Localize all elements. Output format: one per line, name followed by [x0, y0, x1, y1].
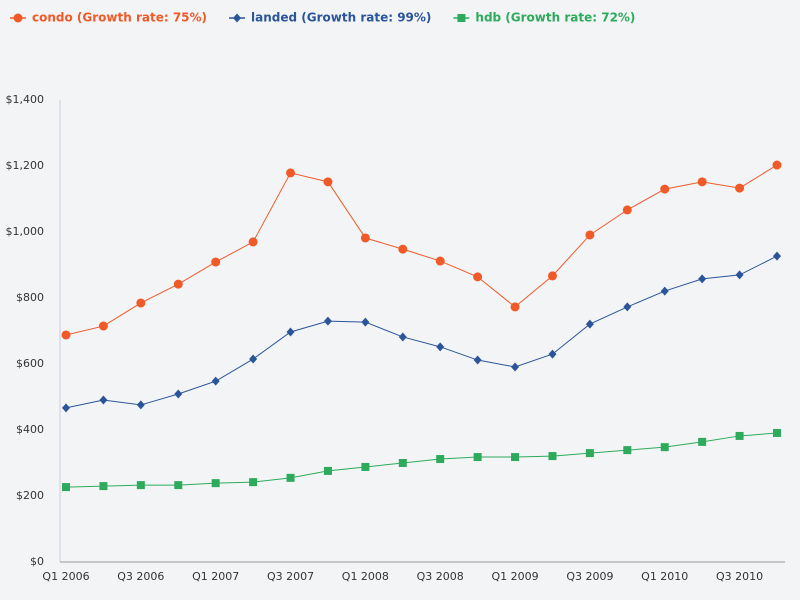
point	[249, 354, 258, 364]
point	[360, 233, 370, 243]
point	[62, 483, 70, 492]
point	[361, 317, 370, 327]
point	[548, 349, 557, 359]
point	[398, 244, 408, 254]
point	[622, 205, 632, 215]
point	[286, 473, 295, 482]
y-tick-label: $1,000	[6, 225, 45, 238]
point	[398, 332, 407, 342]
point	[585, 319, 594, 329]
point	[473, 272, 483, 282]
point	[585, 449, 594, 458]
y-tick-label: $200	[16, 489, 44, 502]
point	[323, 177, 333, 187]
y-tick-label: $0	[30, 555, 44, 568]
point	[511, 453, 520, 462]
point	[323, 316, 332, 326]
point	[233, 13, 242, 23]
series-line	[65, 164, 778, 336]
point	[773, 428, 781, 437]
point	[99, 395, 108, 405]
point	[136, 481, 145, 490]
point	[660, 184, 670, 194]
point	[772, 160, 782, 170]
point	[511, 362, 520, 372]
point	[698, 274, 707, 284]
point	[174, 389, 183, 399]
point	[435, 256, 445, 266]
x-tick-label: Q1 2007	[192, 570, 239, 583]
y-tick-label: $800	[16, 291, 44, 304]
point	[548, 452, 557, 461]
point	[98, 321, 108, 331]
series-line	[65, 432, 778, 488]
point	[547, 271, 557, 281]
x-tick-label: Q1 2008	[342, 570, 389, 583]
legend-label: landed (Growth rate: 99%)	[251, 11, 431, 25]
point	[211, 257, 221, 267]
y-tick-label: $1,200	[6, 159, 45, 172]
x-tick-label: Q1 2009	[491, 570, 538, 583]
point	[62, 403, 70, 413]
legend-label: hdb (Growth rate: 72%)	[475, 11, 635, 25]
point	[323, 466, 332, 475]
point	[660, 443, 669, 452]
legend-label: condo (Growth rate: 75%)	[32, 11, 207, 25]
point	[286, 327, 295, 337]
point	[623, 446, 632, 455]
point	[361, 462, 370, 471]
point	[249, 478, 258, 487]
point	[211, 376, 220, 386]
point	[436, 455, 445, 464]
point	[473, 453, 482, 462]
x-tick-label: Q3 2008	[417, 570, 464, 583]
x-tick-label: Q3 2009	[566, 570, 613, 583]
x-tick-label: Q3 2007	[267, 570, 314, 583]
y-tick-label: $400	[16, 423, 44, 436]
point	[735, 431, 744, 440]
x-tick-label: Q1 2006	[42, 570, 89, 583]
x-tick-label: Q1 2010	[641, 570, 688, 583]
point	[623, 302, 632, 312]
y-tick-label: $600	[16, 357, 44, 370]
point	[248, 237, 258, 247]
series-line	[65, 255, 778, 409]
point	[436, 342, 445, 352]
point	[585, 230, 595, 240]
point	[136, 400, 145, 410]
point	[136, 298, 146, 308]
point	[457, 14, 466, 22]
point	[698, 437, 707, 446]
point	[473, 355, 482, 365]
point	[61, 330, 71, 340]
x-tick-label: Q3 2010	[716, 570, 763, 583]
point	[660, 286, 669, 296]
y-tick-label: $1,400	[6, 93, 45, 106]
point	[773, 251, 781, 261]
point	[173, 279, 183, 289]
point	[510, 302, 520, 312]
point	[735, 183, 745, 193]
point	[697, 177, 707, 187]
x-tick-label: Q3 2006	[117, 570, 164, 583]
point	[174, 481, 183, 490]
point	[398, 459, 407, 467]
point	[99, 482, 108, 491]
point	[735, 270, 744, 280]
point	[286, 168, 296, 178]
point	[211, 479, 220, 488]
point	[13, 13, 23, 23]
